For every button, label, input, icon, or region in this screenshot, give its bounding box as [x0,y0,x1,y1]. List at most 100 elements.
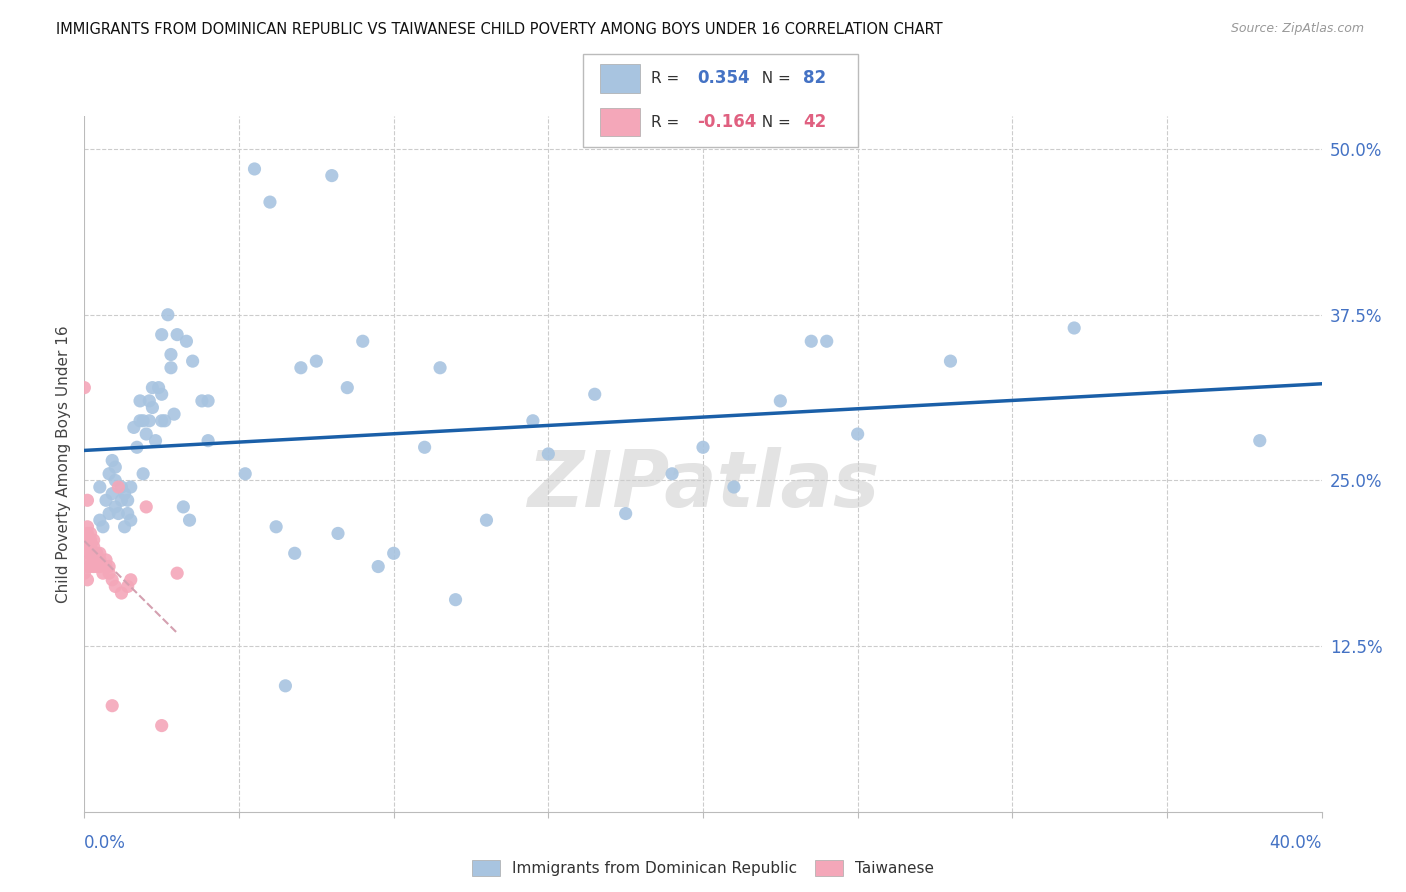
Point [76,546,98,560]
Text: 40.0%: 40.0% [1270,834,1322,852]
Point [150,387,173,401]
Text: R =: R = [651,71,685,86]
Point [129,393,152,408]
Point [179,513,201,527]
Point [1249,434,1271,448]
Point [110,493,132,508]
Text: R =: R = [651,115,685,129]
Point [83,553,105,567]
Point [89,546,111,560]
Point [181,354,204,368]
Point [107,507,129,521]
Point [141,401,163,415]
Point [120,480,142,494]
Point [73,381,96,395]
Y-axis label: Child Poverty Among Boys Under 16: Child Poverty Among Boys Under 16 [56,325,72,603]
Legend: Immigrants from Dominican Republic, Taiwanese: Immigrants from Dominican Republic, Taiw… [464,853,942,884]
Point [290,360,312,375]
Point [125,440,148,454]
Point [135,500,157,514]
Point [150,718,173,732]
Point [429,360,451,375]
Point [382,546,405,560]
Point [692,440,714,454]
Point [83,540,105,554]
Point [110,480,132,494]
Point [138,414,160,428]
Point [166,327,188,342]
Point [79,526,101,541]
Point [156,308,179,322]
Point [98,467,121,481]
Point [138,393,160,408]
Point [86,553,108,567]
Point [91,520,114,534]
Text: 0.0%: 0.0% [84,834,127,852]
Point [114,486,136,500]
Text: 0.354: 0.354 [697,70,749,87]
Point [104,500,127,514]
Point [79,533,101,547]
Point [166,566,188,581]
Point [1063,321,1085,335]
Point [191,393,214,408]
Point [89,559,111,574]
Point [153,414,176,428]
Point [89,553,111,567]
Point [114,520,136,534]
Point [321,169,343,183]
Point [148,381,170,395]
Point [101,698,124,713]
Point [197,393,219,408]
Point [326,526,349,541]
Point [583,387,606,401]
Point [367,559,389,574]
Point [172,500,194,514]
Point [79,540,101,554]
Point [150,327,173,342]
Point [122,420,145,434]
Point [79,553,101,567]
Point [83,559,105,574]
Point [846,427,869,442]
Point [413,440,436,454]
Text: N =: N = [752,115,796,129]
Point [135,427,157,442]
Point [537,447,560,461]
Point [76,493,98,508]
Point [76,540,98,554]
Text: Source: ZipAtlas.com: Source: ZipAtlas.com [1230,22,1364,36]
Point [723,480,745,494]
Point [76,533,98,547]
Point [132,467,155,481]
Point [141,381,163,395]
Point [522,414,544,428]
Point [264,520,287,534]
Point [76,526,98,541]
Point [160,347,183,361]
Point [120,513,142,527]
Point [94,559,117,574]
Point [73,566,96,581]
Point [98,507,121,521]
Text: ZIPatlas: ZIPatlas [527,447,879,523]
Point [352,334,374,349]
Point [104,460,127,475]
Point [104,579,127,593]
Point [129,414,152,428]
Point [661,467,683,481]
Text: 82: 82 [803,70,825,87]
Point [94,493,117,508]
Point [76,573,98,587]
Point [160,360,183,375]
Point [89,480,111,494]
Point [104,474,127,488]
Point [98,566,121,581]
Point [475,513,498,527]
Point [444,592,467,607]
Point [150,414,173,428]
Point [284,546,307,560]
Point [259,195,281,210]
Text: -0.164: -0.164 [697,113,756,131]
Point [233,467,256,481]
